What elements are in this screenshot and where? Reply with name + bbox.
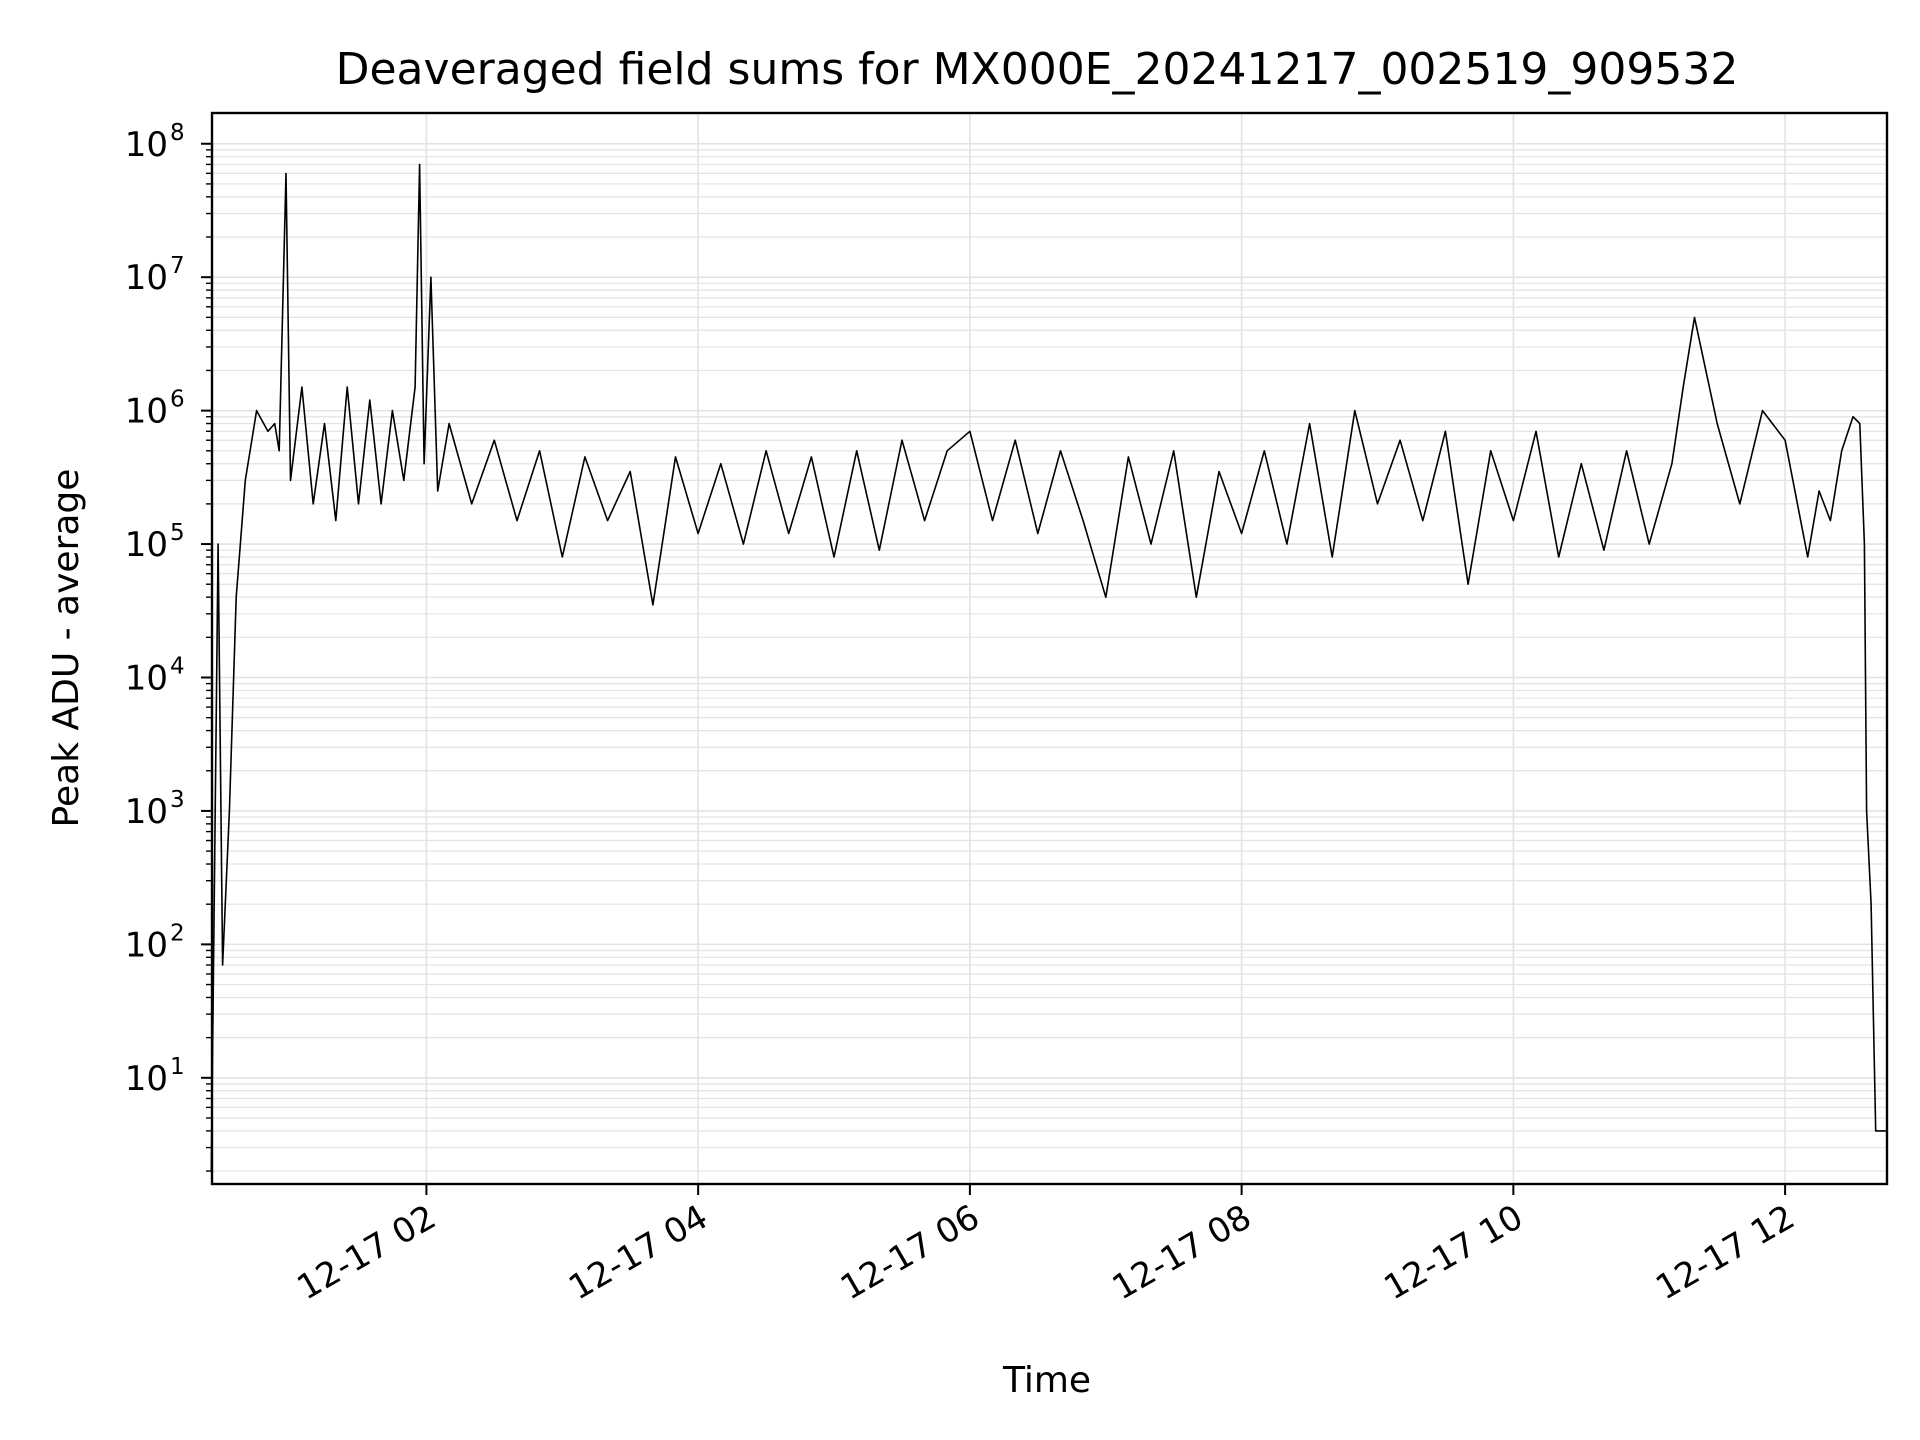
y-tick-label-exponent: 2 (170, 920, 185, 946)
grid (212, 113, 1887, 1184)
y-tick-label: 10 (125, 392, 168, 432)
y-tick-label: 10 (125, 792, 168, 832)
y-tick-label: 10 (125, 258, 168, 298)
plot-frame (210, 111, 1889, 1186)
y-tick-label-exponent: 7 (170, 253, 185, 279)
y-tick-label-exponent: 1 (170, 1054, 185, 1080)
y-tick-label-exponent: 8 (170, 120, 185, 146)
y-tick-label-exponent: 3 (170, 787, 185, 813)
chart-title: Deaveraged field sums for MX000E_2024121… (336, 44, 1739, 95)
y-tick-label-exponent: 5 (170, 520, 185, 546)
y-tick-label: 10 (125, 525, 168, 565)
y-tick-label: 10 (125, 658, 168, 698)
x-axis-label: Time (1002, 1360, 1091, 1401)
y-tick-label-exponent: 6 (170, 387, 185, 413)
y-tick-label: 10 (125, 925, 168, 965)
y-tick-label: 10 (125, 1059, 168, 1099)
y-axis-label: Peak ADU - average (46, 469, 87, 828)
y-tick-label: 10 (125, 125, 168, 165)
y-tick-label-exponent: 4 (170, 653, 185, 679)
series-line (210, 163, 1887, 1172)
